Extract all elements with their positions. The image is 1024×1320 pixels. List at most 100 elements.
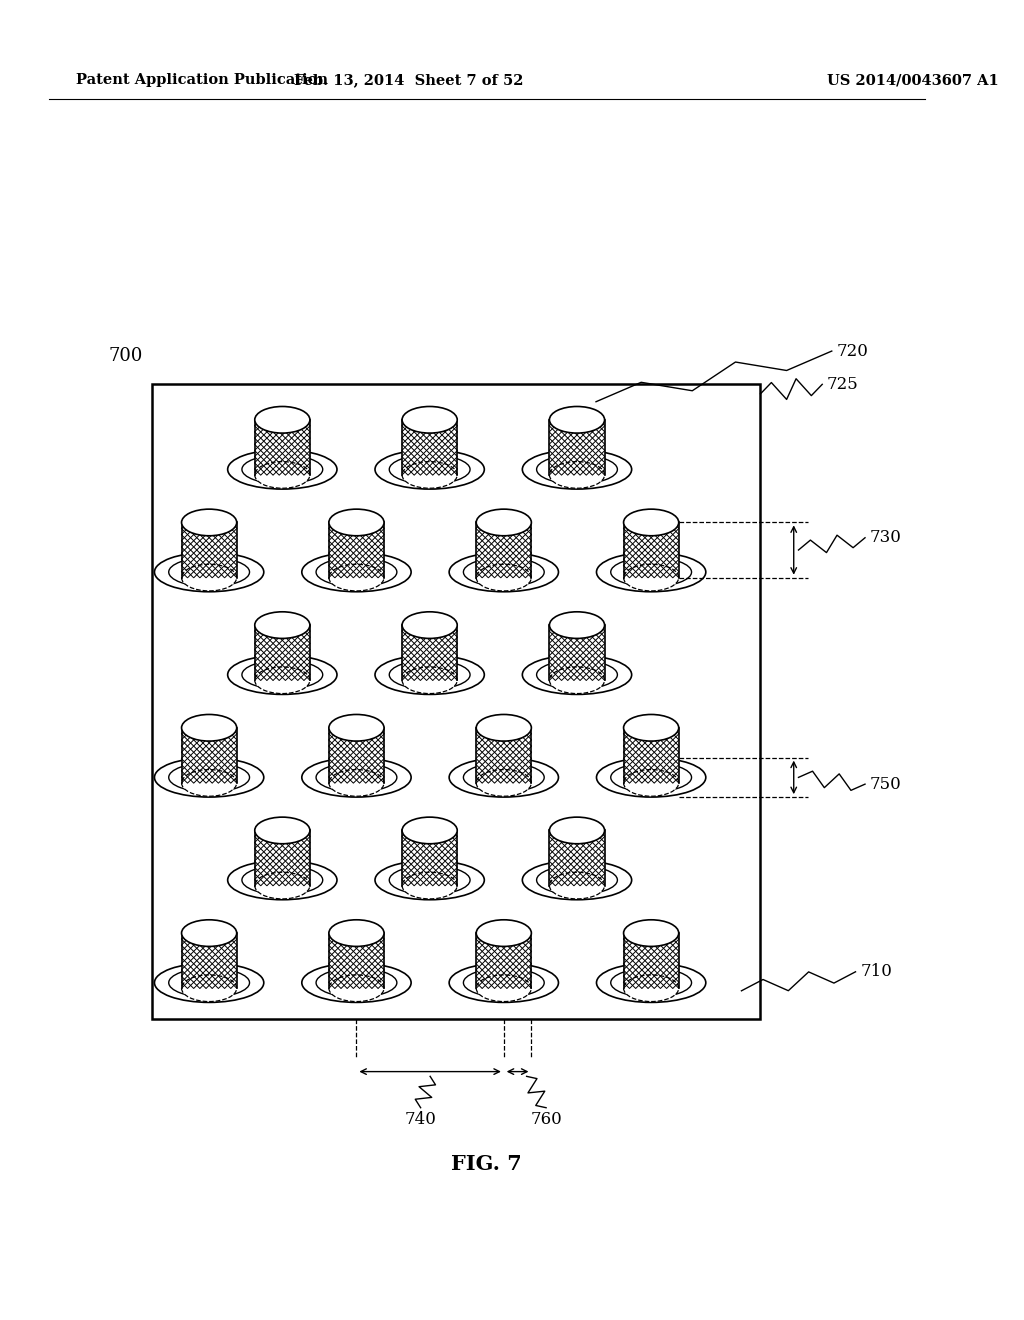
Ellipse shape bbox=[255, 462, 310, 488]
Text: 740: 740 bbox=[404, 1110, 436, 1127]
Ellipse shape bbox=[375, 450, 484, 490]
Ellipse shape bbox=[155, 964, 264, 1002]
Ellipse shape bbox=[610, 557, 691, 586]
Ellipse shape bbox=[329, 770, 384, 796]
Ellipse shape bbox=[255, 611, 310, 639]
Ellipse shape bbox=[624, 975, 679, 1002]
Ellipse shape bbox=[242, 866, 323, 895]
Ellipse shape bbox=[169, 763, 250, 792]
Ellipse shape bbox=[227, 450, 337, 490]
Ellipse shape bbox=[597, 758, 706, 797]
Polygon shape bbox=[255, 830, 310, 886]
Ellipse shape bbox=[522, 861, 632, 900]
Polygon shape bbox=[181, 523, 237, 578]
Ellipse shape bbox=[302, 758, 411, 797]
Ellipse shape bbox=[329, 975, 384, 1002]
Ellipse shape bbox=[464, 968, 544, 998]
Ellipse shape bbox=[476, 920, 531, 946]
Ellipse shape bbox=[169, 968, 250, 998]
Ellipse shape bbox=[464, 763, 544, 792]
Ellipse shape bbox=[302, 552, 411, 591]
Ellipse shape bbox=[316, 763, 397, 792]
Ellipse shape bbox=[537, 866, 617, 895]
Ellipse shape bbox=[402, 611, 458, 639]
Ellipse shape bbox=[550, 462, 604, 488]
Polygon shape bbox=[255, 420, 310, 475]
Ellipse shape bbox=[389, 866, 470, 895]
Ellipse shape bbox=[476, 510, 531, 536]
Text: FIG. 7: FIG. 7 bbox=[452, 1154, 522, 1173]
Polygon shape bbox=[550, 626, 604, 680]
Text: US 2014/0043607 A1: US 2014/0043607 A1 bbox=[827, 73, 998, 87]
Ellipse shape bbox=[624, 564, 679, 591]
Ellipse shape bbox=[329, 564, 384, 591]
Ellipse shape bbox=[402, 667, 458, 693]
Text: 750: 750 bbox=[869, 776, 901, 792]
Ellipse shape bbox=[550, 873, 604, 899]
Text: 700: 700 bbox=[109, 347, 142, 364]
Text: Feb. 13, 2014  Sheet 7 of 52: Feb. 13, 2014 Sheet 7 of 52 bbox=[294, 73, 523, 87]
Ellipse shape bbox=[450, 964, 558, 1002]
Ellipse shape bbox=[181, 510, 237, 536]
Text: 710: 710 bbox=[860, 964, 892, 981]
Polygon shape bbox=[329, 523, 384, 578]
Polygon shape bbox=[550, 420, 604, 475]
Polygon shape bbox=[476, 523, 531, 578]
Ellipse shape bbox=[389, 660, 470, 689]
Ellipse shape bbox=[316, 968, 397, 998]
Ellipse shape bbox=[402, 817, 458, 843]
Ellipse shape bbox=[169, 557, 250, 586]
Ellipse shape bbox=[402, 407, 458, 433]
Text: Patent Application Publication: Patent Application Publication bbox=[76, 73, 328, 87]
Ellipse shape bbox=[610, 763, 691, 792]
Ellipse shape bbox=[624, 714, 679, 741]
Ellipse shape bbox=[550, 667, 604, 693]
Ellipse shape bbox=[375, 655, 484, 694]
Polygon shape bbox=[402, 626, 458, 680]
Polygon shape bbox=[181, 727, 237, 783]
Ellipse shape bbox=[402, 462, 458, 488]
Polygon shape bbox=[181, 933, 237, 989]
Ellipse shape bbox=[550, 817, 604, 843]
Ellipse shape bbox=[242, 660, 323, 689]
Ellipse shape bbox=[476, 770, 531, 796]
Polygon shape bbox=[402, 830, 458, 886]
Ellipse shape bbox=[597, 964, 706, 1002]
Ellipse shape bbox=[227, 655, 337, 694]
Ellipse shape bbox=[476, 714, 531, 741]
Ellipse shape bbox=[255, 817, 310, 843]
Ellipse shape bbox=[255, 407, 310, 433]
Ellipse shape bbox=[255, 873, 310, 899]
Ellipse shape bbox=[181, 920, 237, 946]
Ellipse shape bbox=[181, 564, 237, 591]
Ellipse shape bbox=[624, 510, 679, 536]
Ellipse shape bbox=[302, 964, 411, 1002]
Text: 725: 725 bbox=[827, 376, 859, 393]
Ellipse shape bbox=[242, 455, 323, 484]
Polygon shape bbox=[402, 420, 458, 475]
Ellipse shape bbox=[450, 758, 558, 797]
Ellipse shape bbox=[550, 407, 604, 433]
Ellipse shape bbox=[624, 920, 679, 946]
Ellipse shape bbox=[550, 611, 604, 639]
Ellipse shape bbox=[227, 861, 337, 900]
Ellipse shape bbox=[450, 552, 558, 591]
Ellipse shape bbox=[389, 455, 470, 484]
Text: 760: 760 bbox=[530, 1110, 562, 1127]
Ellipse shape bbox=[464, 557, 544, 586]
Polygon shape bbox=[624, 727, 679, 783]
Ellipse shape bbox=[476, 975, 531, 1002]
Ellipse shape bbox=[624, 770, 679, 796]
Polygon shape bbox=[624, 523, 679, 578]
Ellipse shape bbox=[329, 510, 384, 536]
Text: 730: 730 bbox=[869, 529, 902, 546]
Ellipse shape bbox=[255, 667, 310, 693]
Ellipse shape bbox=[155, 552, 264, 591]
Text: 720: 720 bbox=[837, 343, 868, 359]
Polygon shape bbox=[624, 933, 679, 989]
Polygon shape bbox=[476, 933, 531, 989]
Ellipse shape bbox=[181, 714, 237, 741]
Ellipse shape bbox=[155, 758, 264, 797]
Ellipse shape bbox=[402, 873, 458, 899]
Ellipse shape bbox=[329, 714, 384, 741]
